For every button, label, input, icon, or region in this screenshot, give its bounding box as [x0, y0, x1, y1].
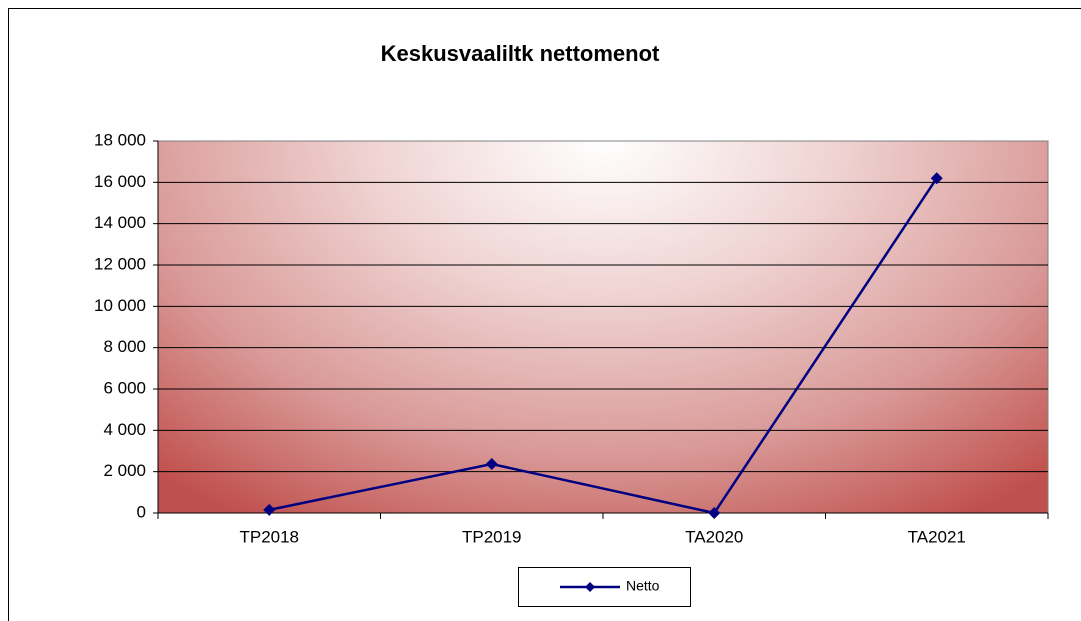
series-line [268, 177, 938, 515]
y-tick-label: 10 000 [94, 296, 146, 315]
y-tick-label: 0 [137, 502, 146, 521]
y-tick-label: 8 000 [103, 337, 146, 356]
y-tick-label: 14 000 [94, 213, 146, 232]
series-marker [485, 458, 498, 471]
y-tick-label: 18 000 [94, 130, 146, 149]
y-tick-label: 4 000 [103, 420, 146, 439]
plot-area [157, 140, 1049, 514]
x-tick-label: TA2020 [685, 527, 743, 546]
y-tick-label: 6 000 [103, 378, 146, 397]
series-marker [708, 507, 721, 519]
chart-title: Keskusvaaliltk nettomenot [381, 41, 660, 66]
y-tick-label: 12 000 [94, 254, 146, 273]
x-tick-label: TP2018 [239, 527, 299, 546]
y-tick-label: 16 000 [94, 172, 146, 191]
legend-label: Netto [626, 578, 660, 594]
series-marker [930, 172, 943, 185]
legend: Netto [518, 567, 691, 607]
series-marker [263, 503, 276, 516]
x-tick-label: TA2021 [908, 527, 966, 546]
x-tick-label: TP2019 [462, 527, 522, 546]
legend-marker [585, 582, 595, 592]
y-tick-label: 2 000 [103, 461, 146, 480]
